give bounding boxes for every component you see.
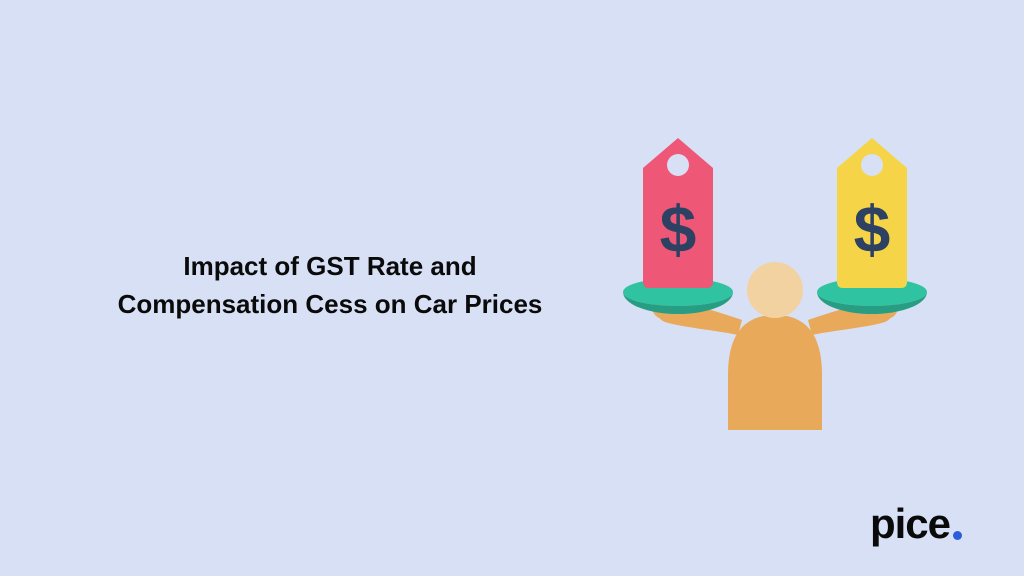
right-price-tag-icon: $ [837,138,907,288]
balance-scale-illustration: $ $ [620,130,930,430]
brand-logo: pice [870,500,962,548]
person-head-icon [747,262,803,318]
svg-text:$: $ [660,192,697,266]
infographic-canvas: Impact of GST Rate and Compensation Cess… [0,0,1024,576]
svg-text:$: $ [854,192,891,266]
heading-line-2: Compensation Cess on Car Prices [118,289,543,319]
logo-text: pice [870,500,950,548]
heading-line-1: Impact of GST Rate and [183,251,476,281]
page-title: Impact of GST Rate and Compensation Cess… [100,248,560,323]
logo-dot-icon [953,531,962,540]
left-price-tag-icon: $ [643,138,713,288]
